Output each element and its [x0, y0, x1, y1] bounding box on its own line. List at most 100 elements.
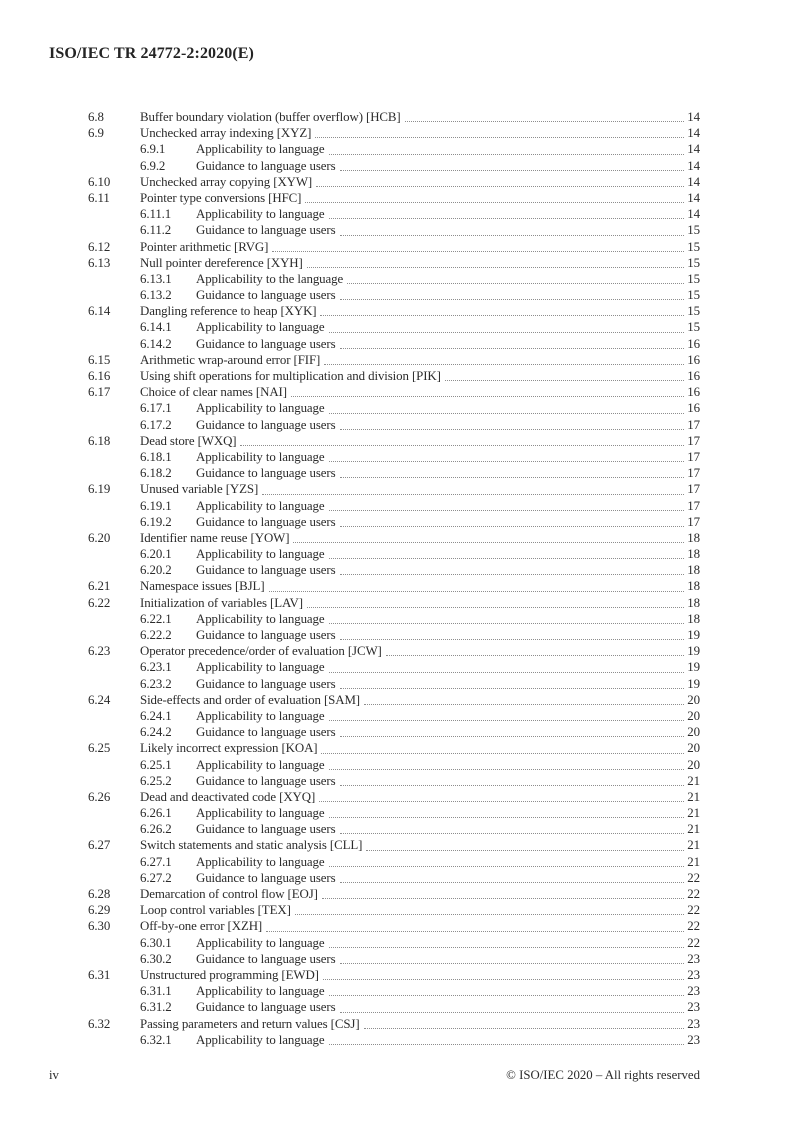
toc-entry: 6.18 Dead store [WXQ] 17 — [88, 433, 700, 449]
toc-entry-title: Pointer type conversions [HFC] — [140, 190, 302, 205]
toc-entry: 6.12 Pointer arithmetic [RVG] 15 — [88, 239, 700, 255]
dot-leader — [339, 336, 685, 349]
document-header-id: ISO/IEC TR 24772-2:2020(E) — [49, 45, 254, 62]
toc-entry-title: Off-by-one error [XZH] — [140, 919, 263, 934]
toc-entry-title: Applicability to language — [196, 401, 325, 416]
toc-entry-title: Applicability to language — [196, 498, 325, 513]
toc-entry: 6.13.2 Guidance to language users 15 — [88, 287, 700, 303]
toc-entry: 6.18.1 Applicability to language 17 — [88, 449, 700, 465]
toc-entry-number: 6.19.2 — [140, 514, 172, 529]
toc-entry: 6.32 Passing parameters and return values… — [88, 1016, 700, 1032]
dot-leader — [328, 708, 685, 722]
dot-leader — [339, 951, 685, 964]
toc-entry-number: 6.17 — [88, 385, 111, 400]
toc-entry: 6.24.1 Applicability to language 20 — [88, 708, 700, 724]
toc-entry-number: 6.17.2 — [140, 417, 172, 432]
dot-leader — [339, 870, 685, 883]
toc-entry-number: 6.23.2 — [140, 676, 172, 691]
dot-leader — [328, 449, 685, 463]
toc-entry-page: 16 — [687, 369, 700, 383]
toc-entry: 6.30.2 Guidance to language users 23 — [88, 951, 700, 967]
toc-entry-title: Loop control variables [TEX] — [140, 903, 291, 918]
toc-entry-page: 18 — [687, 547, 700, 562]
toc-entry-title: Likely incorrect expression [KOA] — [140, 741, 318, 756]
toc-entry: 6.11.1 Applicability to language 14 — [88, 206, 700, 222]
dot-leader — [328, 319, 685, 333]
toc-entry-number: 6.14.2 — [140, 336, 172, 351]
dot-leader — [339, 676, 685, 689]
toc-entry-title: Demarcation of control flow [EOJ] — [140, 887, 318, 901]
dot-leader — [328, 611, 685, 624]
toc-entry-number: 6.27 — [88, 838, 111, 853]
dot-leader — [339, 222, 685, 236]
toc-entry-title: Using shift operations for multiplicatio… — [140, 369, 441, 383]
toc-entry: 6.30.1 Applicability to language 22 — [88, 935, 700, 951]
toc-entry-number: 6.9 — [88, 126, 104, 141]
dot-leader — [293, 530, 685, 544]
toc-entry-title: Guidance to language users — [196, 466, 336, 481]
toc-entry-page: 15 — [687, 288, 700, 303]
toc-entry-title: Buffer boundary violation (buffer overfl… — [140, 110, 401, 124]
toc-entry-number: 6.13.2 — [140, 288, 172, 303]
toc-entry-page: 20 — [687, 741, 700, 756]
toc-entry-number: 6.24.2 — [140, 725, 172, 740]
toc-entry-number: 6.22.2 — [140, 628, 172, 642]
toc-entry-number: 6.22 — [88, 595, 111, 610]
toc-entry-page: 18 — [687, 579, 700, 594]
dot-leader — [328, 400, 685, 414]
toc-entry-page: 16 — [687, 401, 700, 416]
dot-leader — [339, 287, 685, 301]
toc-entry-page: 14 — [687, 174, 700, 189]
toc-entry-page: 19 — [687, 660, 700, 675]
toc-entry-number: 6.14 — [88, 304, 111, 319]
footer-page-number: iv — [49, 1068, 59, 1082]
toc-entry-page: 15 — [687, 239, 700, 254]
toc-entry-title: Guidance to language users — [196, 417, 336, 432]
toc-entry-title: Applicability to language — [196, 207, 325, 222]
toc-entry-title: Applicability to language — [196, 854, 325, 869]
dot-leader — [339, 773, 685, 786]
toc-entry-number: 6.30.2 — [140, 951, 172, 966]
toc-entry-number: 6.18 — [88, 433, 111, 448]
toc-entry-number: 6.11.2 — [140, 223, 172, 238]
toc-entry-number: 6.26.2 — [140, 822, 172, 837]
toc-entry-title: Choice of clear names [NAI] — [140, 385, 287, 400]
dot-leader — [404, 109, 685, 123]
toc-entry: 6.27 Switch statements and static analysi… — [88, 837, 700, 853]
toc-entry-number: 6.25.2 — [140, 773, 172, 788]
toc-entry-title: Guidance to language users — [196, 514, 336, 529]
dot-leader — [316, 174, 685, 187]
toc-entry-number: 6.25 — [88, 741, 111, 756]
toc-entry-page: 22 — [687, 903, 700, 918]
toc-entry-title: Operator precedence/order of evaluation … — [140, 644, 382, 659]
toc-entry-title: Applicability to language — [196, 806, 325, 821]
toc-entry-title: Applicability to the language — [196, 271, 344, 286]
dot-leader — [328, 141, 685, 155]
toc-entry-number: 6.17.1 — [140, 401, 172, 416]
dot-leader — [320, 303, 685, 317]
toc-entry-title: Applicability to language — [196, 142, 325, 157]
toc-entry-number: 6.16 — [88, 369, 111, 383]
toc-entry-number: 6.19.1 — [140, 498, 172, 513]
dot-leader — [363, 1016, 685, 1029]
toc-entry-page: 21 — [687, 773, 700, 788]
toc-entry-page: 17 — [687, 449, 700, 464]
toc-entry-number: 6.22.1 — [140, 611, 172, 626]
toc-entry: 6.19.1 Applicability to language 17 — [88, 498, 700, 514]
dot-leader — [262, 481, 685, 495]
toc-entry-number: 6.20.1 — [140, 547, 172, 562]
dot-leader — [328, 935, 685, 948]
dot-leader — [240, 433, 685, 446]
toc-entry: 6.9.2 Guidance to language users 14 — [88, 158, 700, 174]
toc-entry: 6.22 Initialization of variables [LAV] 18 — [88, 595, 700, 611]
toc-entry: 6.25.2 Guidance to language users 21 — [88, 773, 700, 789]
toc-entry: 6.15 Arithmetic wrap-around error [FIF] 16 — [88, 352, 700, 368]
toc-entry-page: 20 — [687, 757, 700, 772]
toc-entry-title: Unstructured programming [EWD] — [140, 967, 319, 982]
toc-entry-title: Namespace issues [BJL] — [140, 579, 265, 594]
toc-entry-title: Applicability to language — [196, 660, 325, 675]
toc-entry-number: 6.27.1 — [140, 854, 172, 869]
dot-leader — [328, 546, 685, 560]
toc-entry-title: Passing parameters and return values [CS… — [140, 1016, 360, 1031]
